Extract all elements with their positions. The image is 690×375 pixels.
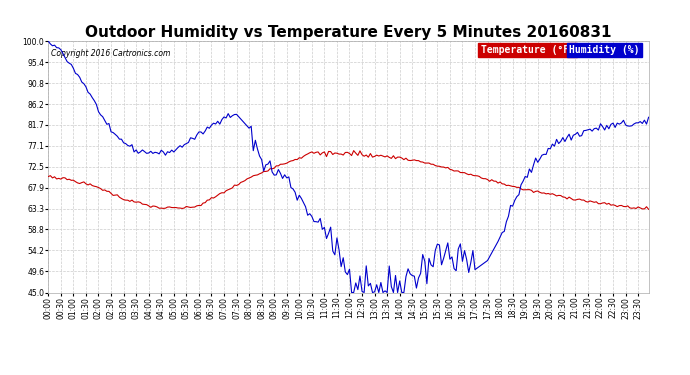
Text: Humidity (%): Humidity (%) bbox=[569, 45, 640, 55]
Text: Copyright 2016 Cartronics.com: Copyright 2016 Cartronics.com bbox=[51, 49, 170, 58]
Title: Outdoor Humidity vs Temperature Every 5 Minutes 20160831: Outdoor Humidity vs Temperature Every 5 … bbox=[85, 25, 612, 40]
Text: Temperature (°F): Temperature (°F) bbox=[480, 45, 575, 55]
